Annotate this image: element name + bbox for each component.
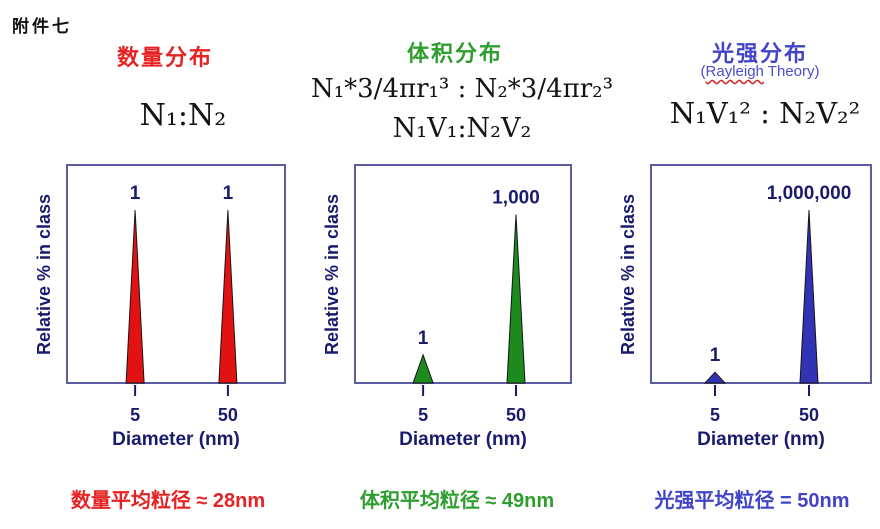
intensity-distribution-chart: 1 5 1,000,000 50 <box>650 164 872 425</box>
peak-value-label: 1 <box>710 345 721 366</box>
peak <box>218 210 238 384</box>
plot-frame <box>354 164 572 384</box>
volume-distribution-chart: 1 5 1,000 50 <box>354 164 572 425</box>
y-axis-label-number: Relative % in class <box>34 193 55 356</box>
x-tick-label: 5 <box>130 405 140 425</box>
plot-frame <box>650 164 872 384</box>
x-axis-label-volume: Diameter (nm) <box>399 429 527 450</box>
panel-title-number: 数量分布 <box>116 45 213 70</box>
number-distribution-chart: 1 5 1 50 <box>66 164 286 425</box>
plot-frame <box>66 164 286 384</box>
peak-value-label: 1 <box>223 183 234 204</box>
formula-volume-line2: N₁V₁:N₂V₂ <box>392 113 532 144</box>
peak <box>412 353 434 384</box>
peak <box>125 210 145 384</box>
rayleigh-word: Rayleigh <box>705 63 764 80</box>
formula-number: N₁:N₂ <box>139 98 227 133</box>
caption-intensity: 光强平均粒径 = 50nm <box>654 490 850 512</box>
peak-value-label: 1 <box>130 183 141 204</box>
panel-subtitle-rayleigh: (Rayleigh Theory) <box>700 63 820 80</box>
formula-volume: N₁*3/4πr₁³ : N₂*3/4πr₂³ N₁V₁:N₂V₂ <box>302 70 622 148</box>
formula-volume-line1: N₁*3/4πr₁³ : N₂*3/4πr₂³ <box>310 74 614 104</box>
x-axis-label-number: Diameter (nm) <box>112 429 240 450</box>
x-tick-label: 50 <box>799 405 819 425</box>
peak-value-label: 1,000,000 <box>767 183 852 204</box>
x-tick-label: 50 <box>218 405 238 425</box>
x-axis-label-intensity: Diameter (nm) <box>697 429 825 450</box>
peak <box>506 214 526 384</box>
y-axis-label-volume: Relative % in class <box>322 193 343 356</box>
peak <box>799 210 819 384</box>
caption-volume: 体积平均粒径 ≈ 49nm <box>359 490 555 512</box>
panel-title-intensity: 光强分布 <box>711 41 808 66</box>
y-axis-label-intensity: Relative % in class <box>618 193 639 356</box>
formula-intensity: N₁V₁² : N₂V₂² <box>669 96 861 130</box>
caption-number: 数量平均粒径 ≈ 28nm <box>70 490 266 512</box>
x-tick-label: 5 <box>418 405 428 425</box>
panel-title-volume: 体积分布 <box>406 41 503 66</box>
peak <box>703 371 727 384</box>
x-tick-label: 50 <box>506 405 526 425</box>
x-tick-label: 5 <box>710 405 720 425</box>
peak-value-label: 1 <box>418 328 429 349</box>
peak-value-label: 1,000 <box>492 188 540 209</box>
corner-note: 附件七 <box>12 17 72 37</box>
